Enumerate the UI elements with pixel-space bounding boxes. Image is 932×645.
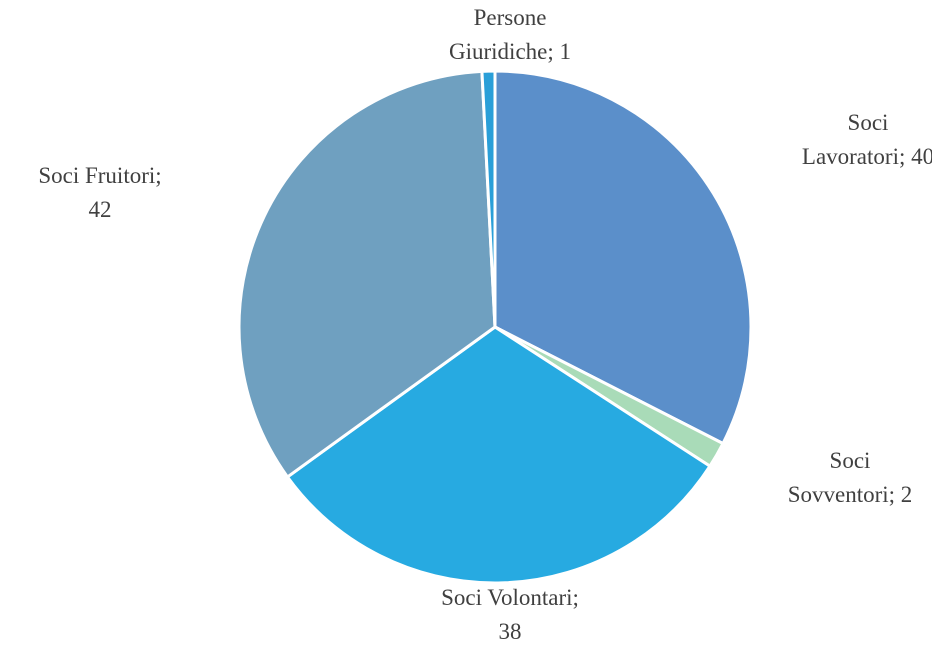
pie-slice (237, 69, 497, 479)
data-label: Soci Lavoratori; 40 (802, 110, 932, 169)
pie-slice (493, 69, 753, 446)
data-label: Soci Volontari; 38 (441, 585, 579, 644)
data-label: Persone Giuridiche; 1 (449, 5, 571, 64)
pie-slice (286, 325, 712, 585)
data-label: Soci Fruitori; 42 (38, 163, 161, 222)
pie-slice (480, 69, 497, 329)
data-label: Soci Sovventori; 2 (788, 448, 913, 507)
